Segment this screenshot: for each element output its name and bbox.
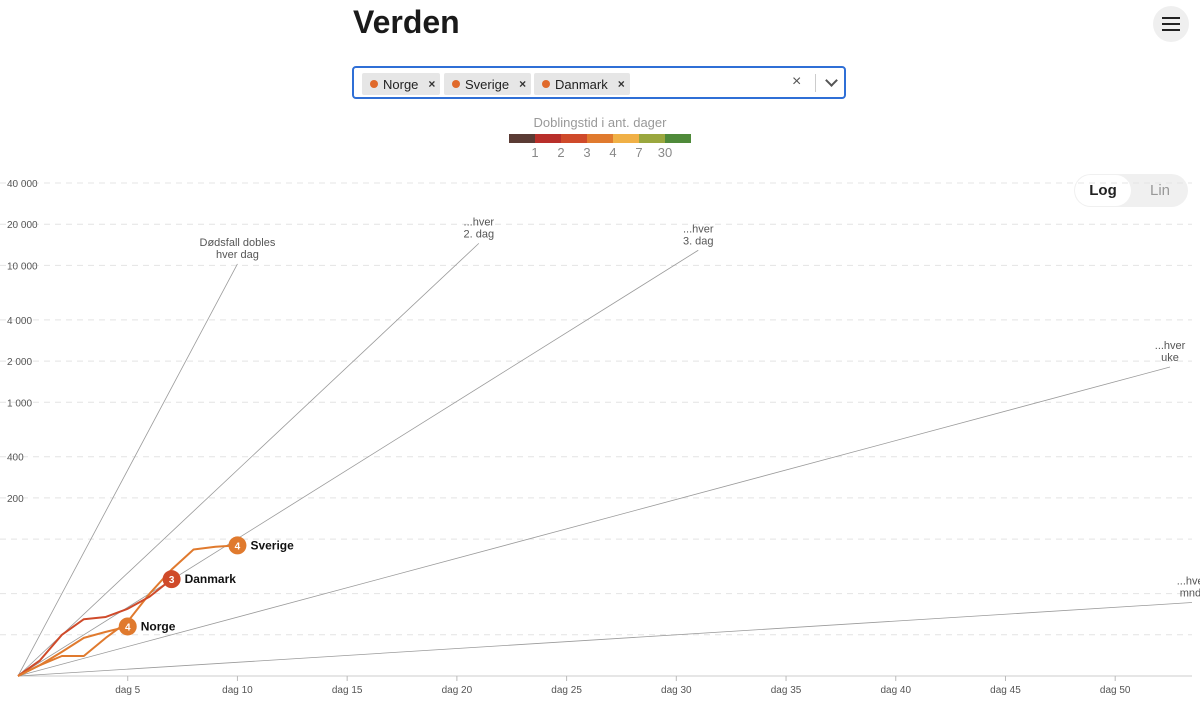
x-tick-label: dag 20 [442, 685, 473, 696]
x-tick-label: dag 5 [115, 685, 140, 696]
y-tick-label: 1 000 [7, 398, 32, 409]
reference-line-label: Dødsfall dobles [200, 237, 276, 249]
reference-line-label: 3. dag [683, 235, 714, 247]
x-tick-label: dag 15 [332, 685, 363, 696]
legend-label: 3 [583, 145, 591, 160]
y-tick-label: 2 000 [7, 357, 32, 368]
series-label: Sverige [250, 538, 294, 552]
legend-label: 4 [609, 145, 617, 160]
legend-swatch [535, 134, 561, 143]
series-line [17, 544, 238, 677]
legend-color-bar [509, 134, 691, 143]
y-tick-label: 10 000 [7, 261, 38, 272]
hamburger-icon [1162, 17, 1180, 31]
log-scale-button[interactable]: Log [1075, 175, 1131, 206]
reference-line [17, 243, 480, 677]
chip-label: Sverige [465, 76, 510, 92]
menu-button[interactable] [1153, 6, 1189, 42]
x-tick-label: dag 25 [551, 685, 582, 696]
series-marker-value: 3 [169, 575, 175, 586]
series-end-marker [118, 617, 137, 636]
country-selector[interactable]: Norge × Sverige × Danmark × × [352, 66, 846, 99]
x-tick-label: dag 40 [880, 685, 911, 696]
reference-line-label: ...hver [1155, 340, 1186, 352]
x-tick-label: dag 30 [661, 685, 692, 696]
legend-label: 7 [635, 145, 643, 160]
y-tick-label: 200 [7, 494, 24, 505]
remove-danmark-button[interactable]: × [617, 77, 625, 91]
series-label: Danmark [185, 572, 237, 586]
y-tick-label: 400 [7, 453, 24, 464]
reference-line [17, 366, 1171, 677]
reference-line-label: hver dag [216, 249, 259, 261]
series-marker-value: 4 [125, 622, 131, 633]
x-tick-label: dag 45 [990, 685, 1021, 696]
chip-label: Norge [383, 76, 419, 92]
y-tick-label: 40 000 [7, 179, 38, 190]
legend-swatch [639, 134, 665, 143]
x-tick-label: dag 35 [771, 685, 802, 696]
x-tick-label: dag 50 [1100, 685, 1131, 696]
legend-swatch [613, 134, 639, 143]
chip-danmark: Danmark × [534, 73, 630, 95]
series-marker-value: 4 [235, 541, 241, 552]
reference-line [17, 263, 238, 677]
legend-swatch [509, 134, 535, 143]
legend-label: 30 [657, 145, 673, 160]
series-line [17, 625, 128, 677]
legend-label: 2 [557, 145, 565, 160]
remove-norge-button[interactable]: × [428, 77, 436, 91]
legend-labels: 1 2 3 4 7 30 [509, 145, 691, 161]
separator [815, 74, 816, 92]
page-title: Verden [353, 4, 460, 40]
reference-line-label: uke [1161, 352, 1179, 364]
chip-sverige: Sverige × [444, 73, 532, 95]
legend-label: 1 [531, 145, 539, 160]
reference-line-label: 2. dag [464, 228, 495, 240]
series-line [17, 578, 173, 677]
y-tick-label: 4 000 [7, 316, 32, 327]
chip-dot [452, 80, 460, 88]
legend-swatch [665, 134, 691, 143]
reference-line-label: mnd. [1180, 588, 1200, 600]
y-tick-label: 20 000 [7, 220, 38, 231]
series-end-marker [162, 570, 181, 589]
lin-scale-button[interactable]: Lin [1149, 182, 1171, 199]
reference-line-label: ...hver [1177, 576, 1200, 588]
reference-line-label: ...hver [683, 223, 714, 235]
legend-title: Doblingstid i ant. dager [533, 115, 667, 130]
chip-dot [370, 80, 378, 88]
series-end-marker [228, 536, 247, 555]
reference-line-label: ...hver [464, 216, 495, 228]
scale-toggle[interactable]: Log Lin [1074, 174, 1188, 207]
reference-line [17, 602, 1193, 677]
reference-line [17, 249, 699, 677]
clear-icon[interactable]: × [792, 73, 802, 90]
legend-swatch [561, 134, 587, 143]
chip-dot [542, 80, 550, 88]
chip-norge: Norge × [362, 73, 441, 95]
chip-label: Danmark [555, 76, 608, 92]
x-tick-label: dag 10 [222, 685, 253, 696]
legend-swatch [587, 134, 613, 143]
series-label: Norge [141, 619, 176, 633]
remove-sverige-button[interactable]: × [519, 77, 527, 91]
